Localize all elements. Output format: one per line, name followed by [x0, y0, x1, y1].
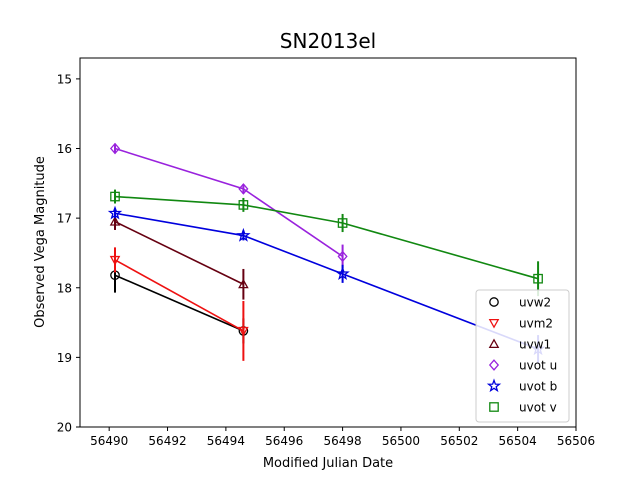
legend-label: uvw2: [519, 296, 551, 310]
data-point: [335, 266, 350, 280]
series-line: [114, 147, 344, 258]
legend-label: uvot u: [519, 359, 557, 373]
series-uvw1: [109, 213, 249, 300]
legend-marker: [488, 318, 500, 329]
y-axis-label: Observed Vega Magnitude: [33, 156, 48, 328]
series-uvot-v: [110, 189, 543, 297]
y-tick-label: 20: [57, 421, 72, 435]
series-uvm2: [109, 247, 249, 361]
x-tick-label: 56506: [557, 434, 595, 448]
data-point: [238, 200, 249, 210]
x-tick-label: 56502: [440, 434, 478, 448]
x-axis-label: Modified Julian Date: [263, 456, 393, 471]
data-point: [533, 273, 543, 284]
legend-label: uvw1: [519, 338, 551, 352]
x-tick-label: 56496: [265, 434, 303, 448]
plot-frame: [79, 57, 577, 428]
legend-label: uvot b: [519, 380, 557, 394]
legend-box: [475, 289, 570, 423]
x-tick-label: 56504: [499, 434, 537, 448]
data-point: [110, 191, 120, 202]
chart-title: SN2013el: [280, 29, 376, 53]
data-point: [109, 216, 121, 226]
legend-marker: [488, 338, 500, 349]
y-tick-label: 16: [57, 142, 72, 156]
plot-area: [107, 142, 546, 363]
x-tick-label: 56494: [207, 434, 245, 448]
series-uvot-u: [109, 142, 348, 269]
legend-marker: [489, 297, 499, 307]
data-point: [109, 142, 121, 155]
data-point: [107, 205, 123, 220]
y-tick-label: 17: [57, 212, 72, 226]
legend-marker: [486, 378, 502, 393]
series-line: [114, 274, 244, 332]
x-tick-label: 56490: [90, 434, 128, 448]
y-tick-label: 18: [57, 281, 72, 295]
data-point: [238, 183, 249, 195]
y-tick-label: 15: [57, 72, 72, 86]
x-tick-label: 56492: [148, 434, 186, 448]
axis-ticks: 56490 56492 56494 56496 56498 56500 56502 56504…: [57, 72, 595, 448]
x-tick-label: 56498: [323, 434, 361, 448]
data-point: [337, 218, 348, 228]
data-point: [238, 326, 249, 337]
legend-marker: [488, 359, 500, 371]
data-point: [238, 278, 249, 289]
data-point: [109, 255, 121, 266]
legend-label: uvot v: [519, 401, 557, 415]
legend-marker: [489, 402, 499, 412]
series-line: [114, 195, 539, 280]
data-point: [236, 227, 251, 242]
data-point: [337, 250, 348, 263]
legend-label: uvm2: [519, 317, 553, 331]
series-line: [114, 259, 244, 332]
y-tick-label: 19: [57, 351, 72, 365]
legend: uvw2 uvm2 uvw1 uvot u uvot b uvot v: [475, 289, 570, 423]
series-line: [114, 220, 244, 285]
series-line: [114, 212, 539, 350]
x-tick-label: 56500: [382, 434, 420, 448]
series-uvw2: [110, 257, 249, 344]
